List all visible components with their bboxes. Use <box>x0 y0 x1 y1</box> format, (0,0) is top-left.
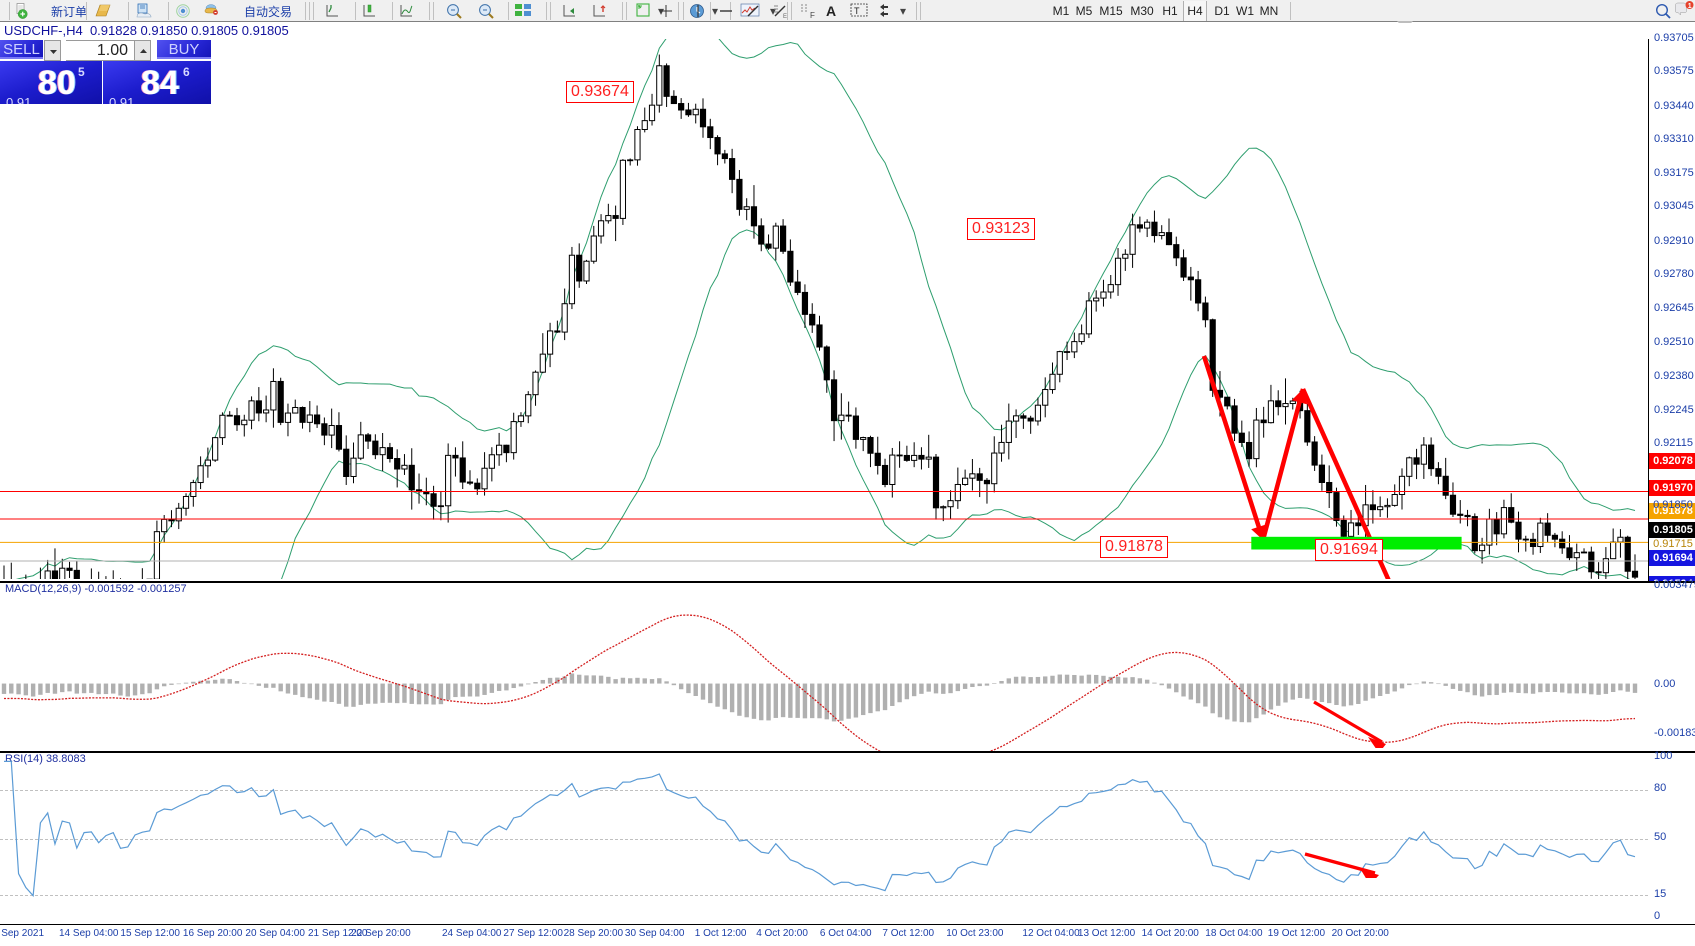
svg-text:T: T <box>854 6 860 16</box>
svg-text:E: E <box>783 14 787 19</box>
svg-text:F: F <box>810 11 815 19</box>
svg-text:1: 1 <box>1688 3 1692 10</box>
